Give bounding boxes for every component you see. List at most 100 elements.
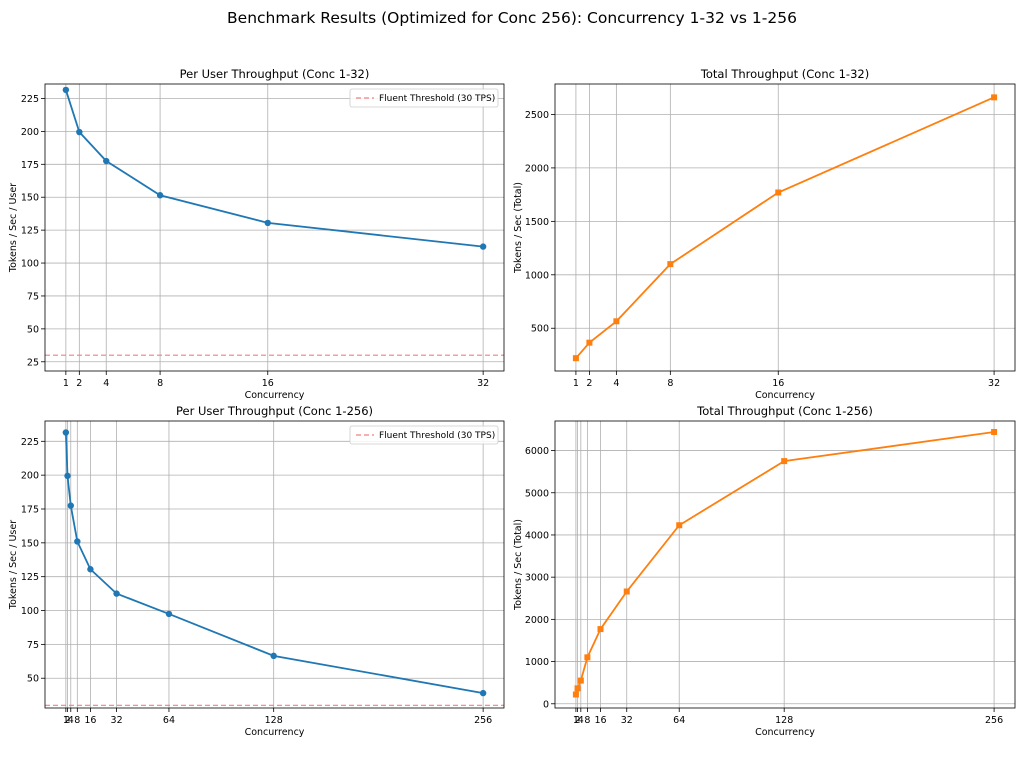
chart-3-legend-label: Fluent Threshold (30 TPS) xyxy=(379,431,495,441)
chart-4-x-tick-label: 16 xyxy=(594,715,606,726)
chart-1-y-tick-label: 25 xyxy=(27,357,39,368)
chart-2-x-tick-label: 8 xyxy=(667,378,673,389)
chart-1-x-tick-label: 32 xyxy=(477,378,489,389)
chart-2-data-point xyxy=(613,318,620,325)
chart-3-x-axis-title: Concurrency xyxy=(245,727,305,738)
chart-1-group: 1 2 4 8 16 32 25 50 75 100 125 150 175 200 225 Per User… xyxy=(8,67,505,401)
chart-1-data-point xyxy=(264,219,271,227)
chart-2-axes-frame xyxy=(554,83,1016,372)
chart-4-title: Total Throughput (Conc 1-256) xyxy=(696,404,873,418)
chart-1-y-tick-label: 200 xyxy=(21,127,39,138)
chart-3-data-point xyxy=(67,502,74,509)
chart-1-x-tick-label: 16 xyxy=(262,378,274,389)
chart-2-data-point xyxy=(775,189,782,196)
chart-3-data-point xyxy=(165,610,173,618)
chart-2-data-point xyxy=(991,94,998,101)
chart-1-y-tick-label: 175 xyxy=(21,160,39,171)
chart-3-group: 124 8 16 32 64 128 256 50 75 100 125 150 175 200 225 Pe… xyxy=(8,404,505,738)
chart-2-group: 1 2 4 8 16 32 500 1000 1500 2000 2500 Total Through… xyxy=(513,67,1016,401)
chart-3-y-tick-label: 200 xyxy=(21,471,39,482)
chart-3-x-tick-label: 8 xyxy=(74,715,80,726)
chart-1-legend-box xyxy=(349,88,499,108)
chart-4-x-axis-title: Concurrency xyxy=(755,727,815,738)
chart-4-x-tick-label: 8 xyxy=(584,715,590,726)
chart-3-x-tick-label: 64 xyxy=(163,715,175,726)
chart-4-series-line xyxy=(575,431,995,695)
chart-3-data-point xyxy=(479,689,487,697)
chart-3-axes-frame xyxy=(44,420,505,709)
chart-1-y-tick-label: 125 xyxy=(21,226,39,237)
chart-2-y-tick-label: 2500 xyxy=(525,110,549,121)
chart-3-x-tick-label: 256 xyxy=(474,715,492,726)
chart-3-x-tick-label: 32 xyxy=(111,715,123,726)
chart-2-series-line xyxy=(575,96,995,359)
figure-title: Benchmark Results (Optimized for Conc 25… xyxy=(227,9,797,27)
chart-3-x-tick-label: 16 xyxy=(84,715,96,726)
chart-1-y-tick-label: 100 xyxy=(21,259,39,270)
chart-2-title: Total Throughput (Conc 1-32) xyxy=(700,67,869,81)
chart-4-data-point xyxy=(577,677,584,684)
chart-1-y-tick-label: 225 xyxy=(21,94,39,105)
chart-1-title: Per User Throughput (Conc 1-32) xyxy=(180,67,370,81)
chart-3-legend-box xyxy=(349,425,499,445)
chart-2-x-tick-label: 2 xyxy=(586,378,592,389)
chart-2-x-tick-label: 1 xyxy=(573,378,579,389)
chart-1-axes-frame xyxy=(44,83,505,372)
chart-4-data-point xyxy=(991,428,998,435)
chart-4-y-axis-title: Tokens / Sec (Total) xyxy=(513,519,524,611)
chart-1-data-point xyxy=(76,128,83,136)
chart-4-data-point xyxy=(781,458,788,465)
chart-1-x-tick-label: 2 xyxy=(76,378,82,389)
chart-3-x-tick-label: 128 xyxy=(265,715,283,726)
chart-4-data-point xyxy=(676,522,683,529)
chart-2-data-point xyxy=(667,261,674,268)
chart-4-y-tick-label: 2000 xyxy=(525,615,549,626)
chart-3-y-tick-label: 225 xyxy=(21,437,39,448)
chart-3-y-tick-label: 175 xyxy=(21,504,39,515)
chart-4-y-tick-label: 6000 xyxy=(525,446,549,457)
chart-2-x-tick-label: 32 xyxy=(988,378,1000,389)
chart-2-y-tick-label: 2000 xyxy=(525,163,549,174)
chart-4-x-tick-label: 128 xyxy=(775,715,793,726)
chart-1-y-tick-label: 50 xyxy=(27,324,39,335)
chart-2-y-axis-title: Tokens / Sec (Total) xyxy=(513,182,524,274)
chart-4-data-point xyxy=(572,691,579,698)
chart-3-y-tick-label: 125 xyxy=(21,572,39,583)
chart-3-data-point xyxy=(74,538,81,545)
chart-1-y-axis-title: Tokens / Sec / User xyxy=(8,183,19,273)
chart-4-data-point xyxy=(574,685,581,692)
chart-3-data-point xyxy=(64,472,71,480)
chart-3-y-tick-label: 100 xyxy=(21,606,39,617)
chart-1-series-line xyxy=(65,89,484,248)
chart-2-y-tick-label: 1000 xyxy=(525,270,549,281)
chart-1-x-tick-label: 8 xyxy=(157,378,163,389)
chart-2-x-tick-label: 16 xyxy=(772,378,784,389)
chart-3-y-tick-label: 150 xyxy=(21,538,39,549)
chart-1-y-tick-label: 150 xyxy=(21,193,39,204)
chart-4-data-point xyxy=(623,588,630,595)
chart-4-x-tick-label: 32 xyxy=(621,715,633,726)
chart-1-legend-label: Fluent Threshold (30 TPS) xyxy=(379,94,495,104)
chart-4-x-tick-label: 4 xyxy=(578,715,584,726)
chart-4-y-tick-label: 5000 xyxy=(525,488,549,499)
chart-1-x-axis-title: Concurrency xyxy=(245,390,305,401)
chart-4-y-tick-label: 0 xyxy=(543,699,549,710)
chart-2-y-tick-label: 1500 xyxy=(525,217,549,228)
chart-4-data-point xyxy=(597,626,604,633)
chart-4-x-tick-label: 256 xyxy=(985,715,1003,726)
chart-2-data-point xyxy=(572,355,579,362)
chart-4-axes-frame xyxy=(554,420,1016,709)
chart-3-data-point xyxy=(87,566,94,573)
chart-4-x-tick-label: 64 xyxy=(673,715,685,726)
chart-3-y-tick-label: 75 xyxy=(27,640,39,651)
chart-1-data-point xyxy=(103,157,110,165)
chart-3-y-tick-label: 50 xyxy=(27,674,39,685)
chart-3-x-tick-label: 2 xyxy=(64,715,70,726)
chart-4-x-tick-label: 1 xyxy=(573,715,579,726)
chart-1-x-tick-label: 4 xyxy=(103,378,109,389)
chart-3-title: Per User Throughput (Conc 1-256) xyxy=(176,404,373,418)
chart-1-data-point xyxy=(62,86,70,94)
chart-3-data-point xyxy=(62,429,70,436)
chart-4-x-tick-label: 2 xyxy=(575,715,581,726)
